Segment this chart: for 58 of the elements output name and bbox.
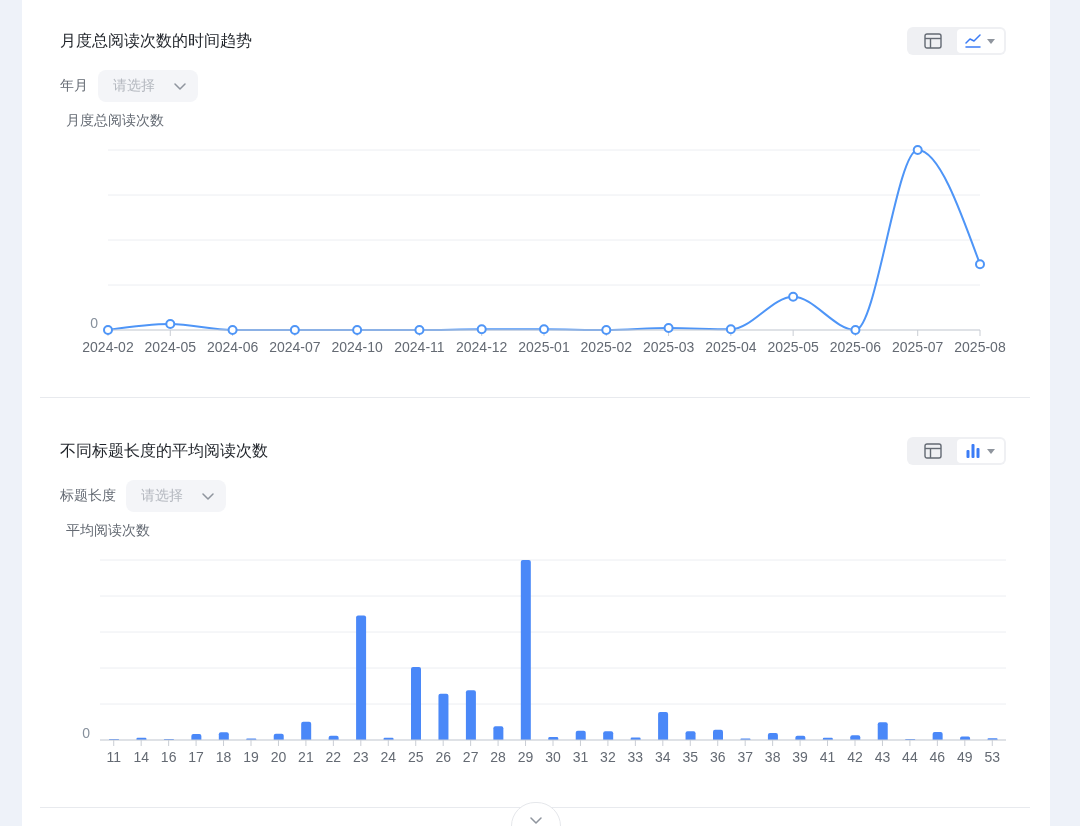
x-tick-label: 34	[655, 748, 671, 765]
select-field: 请选择	[98, 70, 198, 102]
x-tick-label: 30	[545, 748, 561, 765]
x-tick-label: 24	[380, 748, 397, 765]
x-tick-label: 2025-06	[829, 338, 882, 355]
x-tick-label: 2025-07	[892, 338, 944, 355]
x-tick-label: 43	[874, 748, 891, 765]
x-tick-label: 14	[133, 748, 150, 765]
x-tick-label: 2025-04	[705, 338, 757, 355]
x-tick-label: 2024-07	[269, 338, 321, 355]
y-axis-title: 平均阅读次数	[66, 521, 150, 539]
select-field: 请选择	[126, 480, 226, 512]
x-tick-label: 2025-01	[518, 338, 570, 355]
x-tick-label: 18	[215, 748, 232, 765]
x-tick-label: 22	[325, 748, 342, 765]
x-tick-label: 2025-03	[642, 338, 695, 355]
x-tick-label: 23	[353, 748, 369, 765]
x-tick-label: 29	[517, 748, 534, 765]
x-tick-label: 31	[572, 748, 589, 765]
x-tick-label: 2024-11	[394, 338, 445, 355]
text: 0	[82, 725, 90, 741]
y-axis-title: 月度总阅读次数	[66, 111, 164, 129]
x-tick-label: 38	[764, 748, 781, 765]
x-tick-label: 20	[270, 748, 287, 765]
x-tick-label: 53	[984, 748, 1001, 765]
chart-title: 不同标题长度的平均阅读次数	[60, 441, 268, 461]
x-tick-label: 2025-02	[580, 338, 633, 355]
x-tick-label: 44	[902, 748, 918, 765]
x-tick-label: 2024-02	[82, 338, 134, 355]
x-tick-label: 11	[106, 748, 122, 765]
x-tick-label: 33	[627, 748, 644, 765]
x-tick-label: 27	[462, 748, 479, 765]
x-tick-label: 2024-12	[456, 338, 508, 355]
x-tick-label: 39	[792, 748, 809, 765]
text: 标题长度	[60, 487, 116, 505]
x-tick-label: 41	[819, 748, 836, 765]
x-tick-label: 2025-05	[767, 338, 820, 355]
x-tick-label: 35	[682, 748, 699, 765]
x-tick-label: 26	[435, 748, 452, 765]
chart-title: 月度总阅读次数的时间趋势	[60, 31, 252, 51]
text: 年月	[60, 77, 88, 95]
x-tick-label: 16	[160, 748, 177, 765]
x-tick-label: 19	[243, 748, 259, 765]
x-tick-label: 42	[847, 748, 863, 765]
x-tick-label: 2025-08	[954, 338, 1006, 355]
x-tick-label: 46	[929, 748, 946, 765]
x-tick-label: 17	[188, 748, 205, 765]
x-tick-label: 28	[490, 748, 507, 765]
x-tick-label: 37	[737, 748, 754, 765]
x-tick-label: 2024-06	[206, 338, 259, 355]
x-tick-label: 2024-05	[144, 338, 197, 355]
x-tick-label: 36	[709, 748, 726, 765]
x-tick-label: 2024-10	[331, 338, 384, 355]
x-tick-label: 49	[957, 748, 973, 765]
text: 0	[90, 315, 98, 331]
x-tick-label: 32	[600, 748, 616, 765]
x-tick-label: 25	[407, 748, 424, 765]
x-tick-label: 21	[298, 748, 314, 765]
